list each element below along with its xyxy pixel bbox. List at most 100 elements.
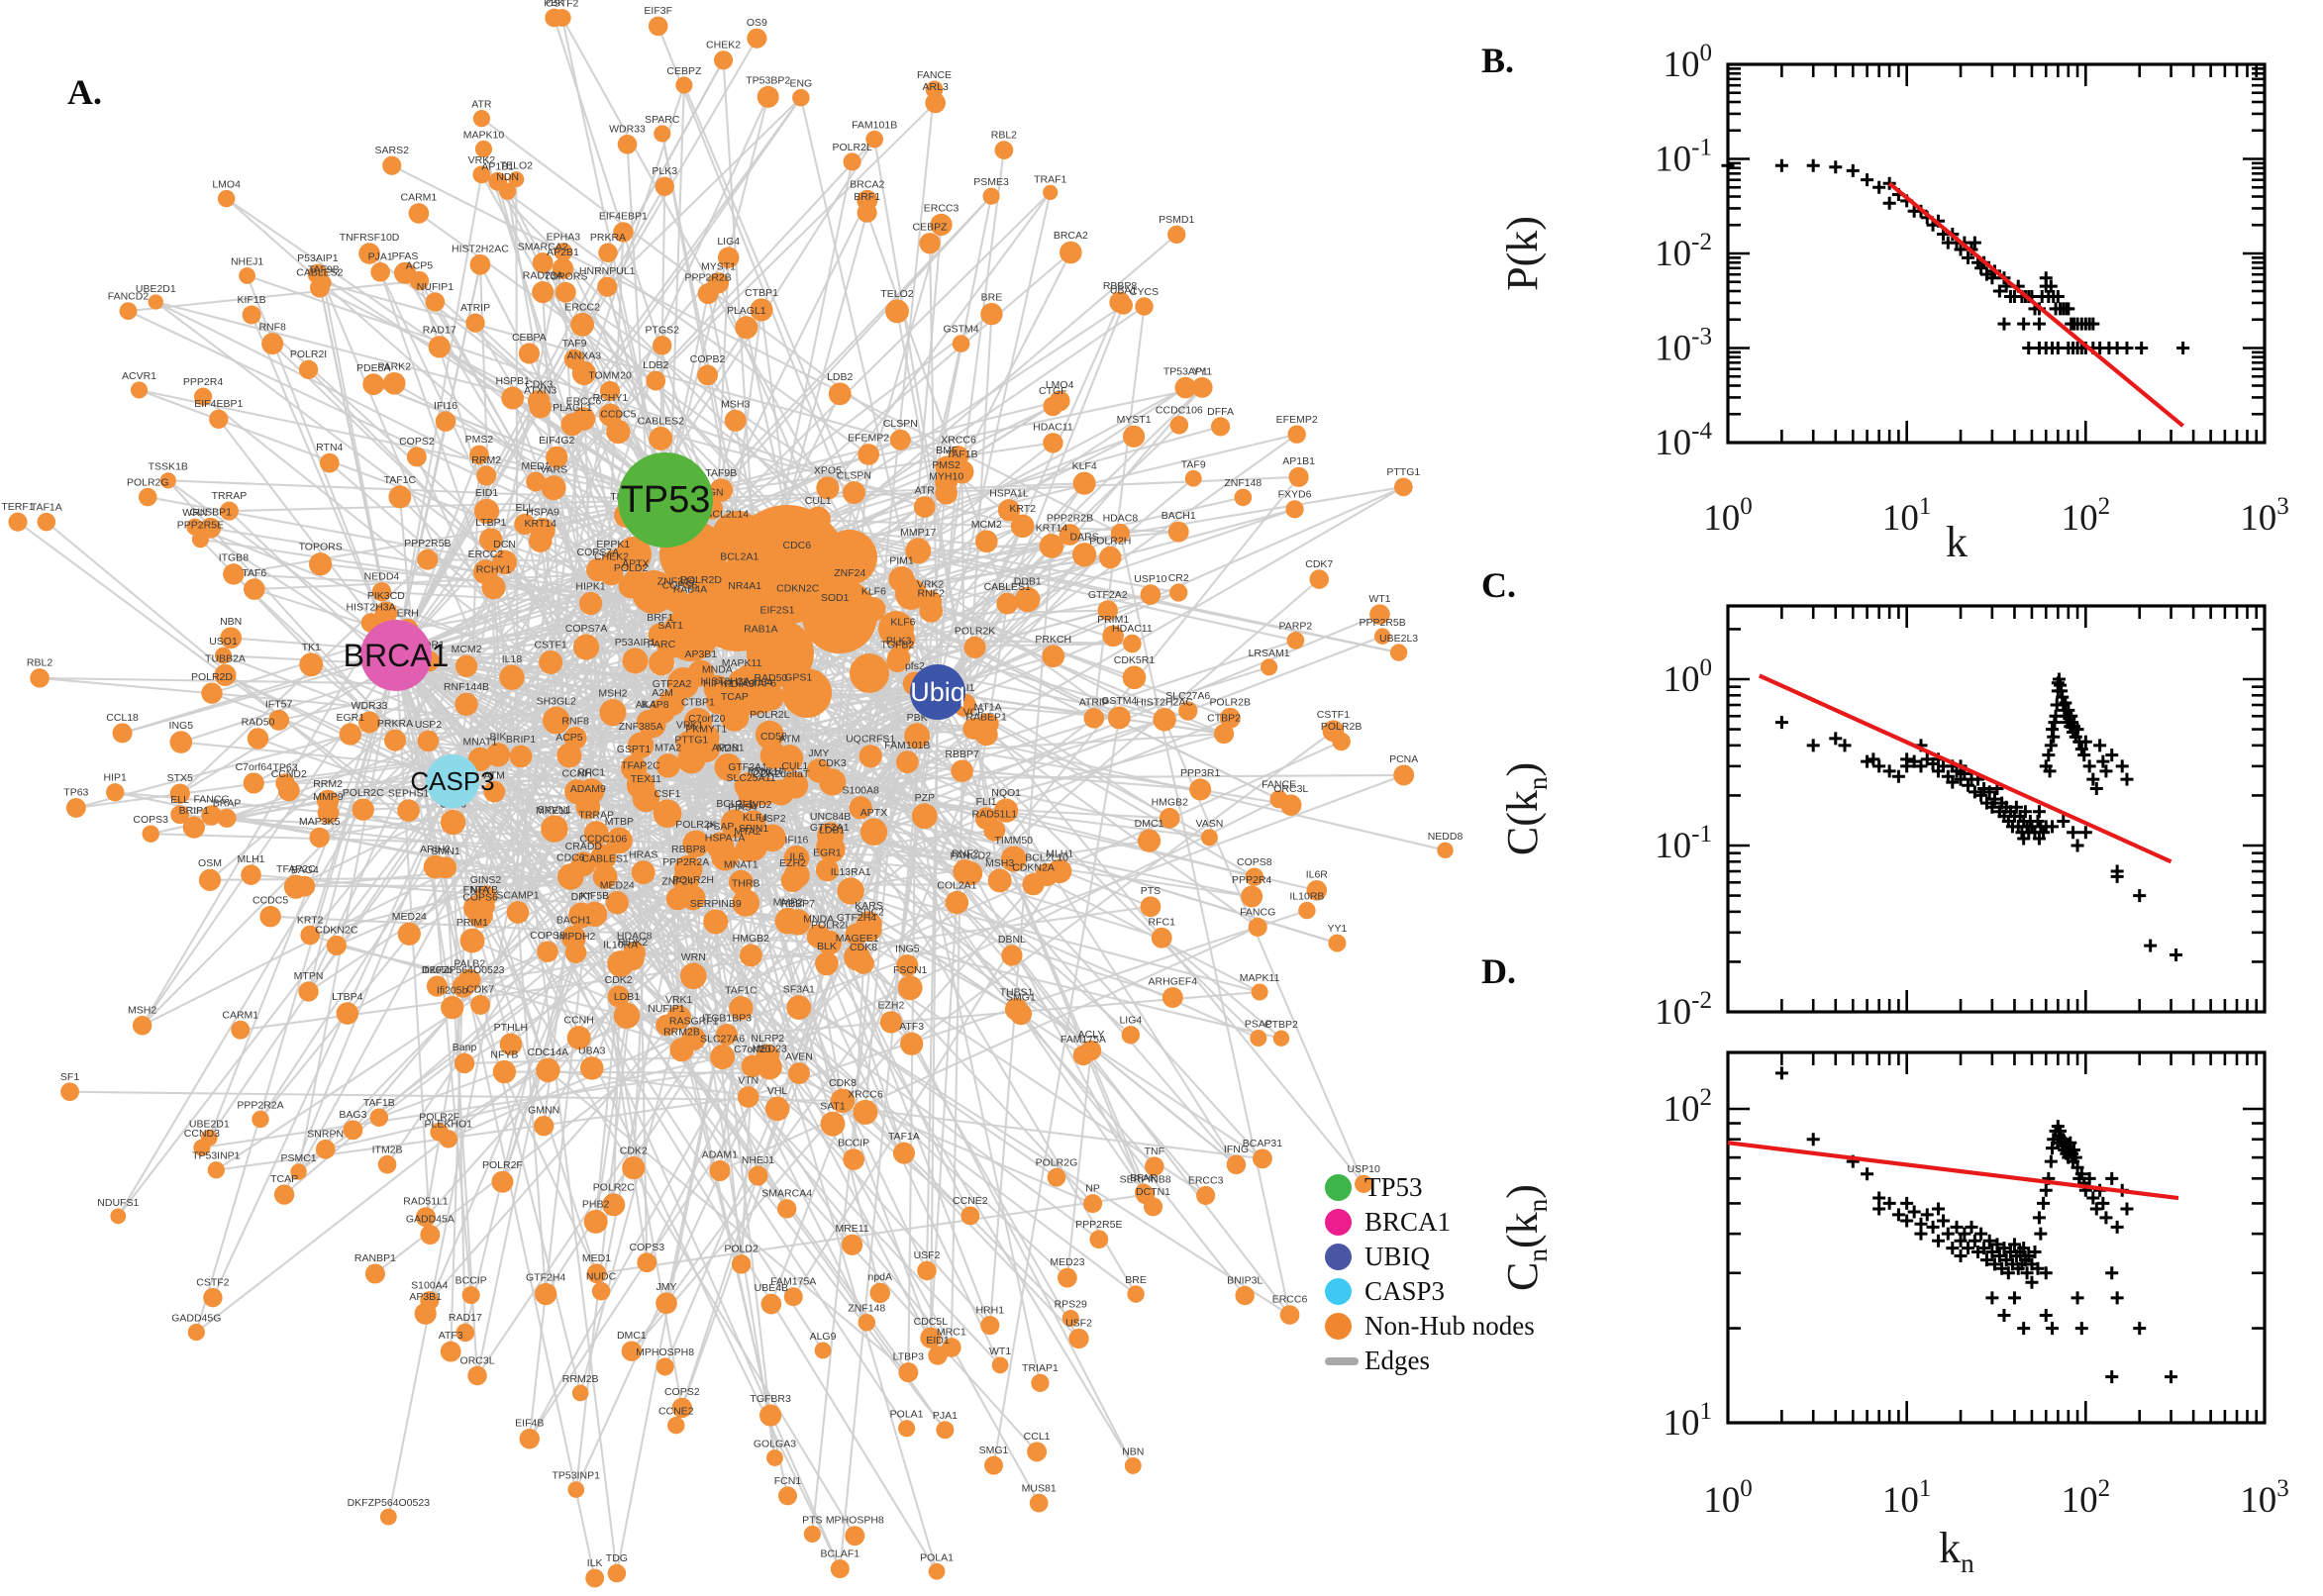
gene-node	[930, 213, 953, 237]
gene-node	[904, 723, 931, 749]
gene-node	[382, 371, 406, 395]
edge	[395, 97, 802, 656]
gene-node	[892, 1142, 915, 1164]
gene-node	[159, 472, 176, 489]
edge	[451, 251, 564, 782]
gene-node	[382, 155, 402, 175]
edge	[394, 654, 432, 1236]
gene-node	[370, 261, 390, 282]
gene-node	[241, 864, 261, 885]
data-point	[2007, 1291, 2021, 1305]
gene-node	[420, 1225, 441, 1246]
fit-line	[1727, 1141, 2179, 1201]
data-point	[1997, 1308, 2011, 1322]
gene-node	[583, 1209, 608, 1234]
gene-node	[1153, 708, 1176, 732]
gene-node	[420, 1291, 440, 1311]
gene-node	[1286, 632, 1305, 649]
gene-node	[987, 868, 1012, 893]
gene-node	[911, 803, 938, 830]
gene-node	[841, 1234, 863, 1255]
edge	[167, 479, 683, 1050]
gene-node	[935, 481, 959, 505]
data-point	[2082, 759, 2096, 773]
edge	[925, 691, 940, 1271]
legend-item-casp3: CASP3	[1325, 1274, 1535, 1309]
gene-node	[1151, 927, 1172, 948]
gene-node	[757, 85, 779, 108]
gene-node	[1167, 225, 1186, 245]
legend-label: CASP3	[1364, 1276, 1446, 1306]
gene-node	[1369, 604, 1390, 625]
edge	[632, 717, 1231, 960]
edge	[216, 1095, 749, 1171]
gene-node	[869, 1282, 890, 1304]
edge	[141, 654, 397, 1027]
gene-node	[731, 1254, 752, 1274]
gene-node	[1226, 1154, 1247, 1175]
gene-node	[532, 252, 554, 273]
gene-node	[461, 1286, 480, 1305]
gene-node	[1159, 807, 1180, 829]
legend-item-ubiq: UBIQ	[1325, 1240, 1535, 1274]
data-point	[2046, 1322, 2060, 1336]
data-point	[1941, 1227, 1955, 1241]
gene-node	[501, 386, 525, 410]
data-point	[2120, 342, 2134, 354]
data-point	[1974, 1227, 1988, 1241]
gene-node	[485, 743, 511, 767]
gene-node	[606, 827, 633, 854]
legend-label: Edges	[1364, 1346, 1430, 1375]
gene-node	[560, 413, 584, 437]
gene-node	[201, 682, 223, 704]
gene-node	[364, 1263, 385, 1284]
gene-node	[1285, 500, 1304, 519]
edge	[937, 690, 1225, 736]
x-tick-label: 102	[2062, 1475, 2111, 1521]
data-point	[2135, 342, 2149, 354]
edge	[452, 733, 1225, 783]
gene-node	[709, 478, 734, 502]
data-point	[2105, 1266, 2119, 1280]
nonhub-swatch-icon	[1325, 1313, 1352, 1340]
edge	[379, 271, 487, 573]
gene-node	[526, 471, 546, 492]
edge	[141, 612, 387, 1027]
gene-node	[518, 343, 540, 364]
edge	[606, 96, 802, 288]
gene-node	[620, 754, 648, 781]
gene-node	[703, 909, 729, 935]
gene-node	[30, 668, 50, 688]
scatter-points	[1774, 1066, 2178, 1384]
y-tick-label: 10-4	[1655, 418, 1712, 463]
gene-node	[290, 1163, 307, 1180]
edge	[528, 691, 939, 1440]
data-point	[1997, 317, 2011, 331]
edge	[233, 498, 666, 575]
edge	[829, 835, 1238, 1166]
edge	[490, 102, 937, 541]
gene-node	[357, 711, 380, 734]
y-tick-label: 10-1	[1655, 135, 1712, 180]
gene-node	[214, 663, 237, 686]
gene-node	[945, 890, 969, 915]
gene-node	[928, 1562, 946, 1580]
edge	[548, 1068, 1263, 1160]
gene-node	[905, 538, 932, 564]
data-point	[1861, 754, 1874, 768]
gene-node	[963, 636, 986, 658]
data-point	[1931, 1202, 1945, 1216]
gene-node	[539, 650, 563, 674]
gene-node	[662, 587, 689, 613]
gene-node	[459, 928, 485, 953]
edge	[395, 654, 689, 870]
gene-node	[717, 247, 740, 268]
gene-node	[890, 627, 916, 652]
axis-ticks	[1726, 1052, 2267, 1425]
gene-node	[1031, 1373, 1050, 1392]
gene-node	[336, 1002, 359, 1025]
gene-node	[1127, 1285, 1145, 1303]
edge	[395, 38, 758, 656]
brca1-swatch-icon	[1325, 1209, 1352, 1236]
